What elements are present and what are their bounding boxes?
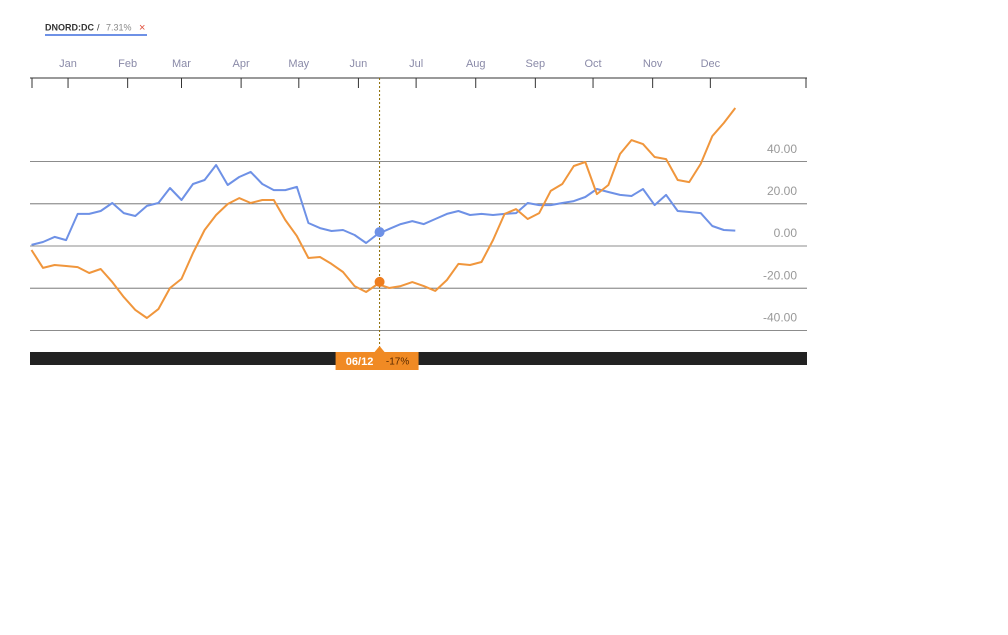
legend-name: DNORD:DC: [45, 22, 94, 32]
x-tick-label: Jun: [350, 58, 368, 70]
x-tick-label: Oct: [584, 58, 601, 70]
x-tick-label: Aug: [466, 58, 486, 70]
y-tick-label: 20.00: [767, 184, 797, 198]
x-tick-label: Nov: [643, 58, 663, 70]
x-tick-label: Mar: [172, 58, 191, 70]
x-tick-label: Sep: [526, 58, 546, 70]
crosshair-point: [374, 227, 385, 238]
tooltip-pointer: [374, 346, 385, 352]
y-tick-label: -40.00: [763, 311, 797, 325]
series-line: [30, 107, 737, 319]
tooltip-value: -17%: [386, 357, 409, 368]
y-tick-label: 40.00: [767, 142, 797, 156]
y-tick-label: -20.00: [763, 268, 797, 282]
legend-close[interactable]: ×: [139, 22, 145, 34]
y-tick-label: 0.00: [774, 226, 798, 240]
tooltip-box: [335, 352, 419, 370]
tooltip-date: 06/12: [346, 356, 374, 368]
x-tick-label: Jan: [59, 58, 77, 70]
legend-value: 7.31%: [106, 22, 132, 32]
crosshair-point: [374, 276, 385, 287]
x-tick-label: Jul: [409, 58, 423, 70]
x-tick-label: Dec: [701, 58, 721, 70]
x-tick-label: May: [288, 58, 309, 70]
x-tick-label: Apr: [233, 58, 250, 70]
legend-separator: /: [97, 22, 100, 32]
legend-underline: [45, 34, 147, 36]
x-tick-label: Feb: [118, 58, 137, 70]
